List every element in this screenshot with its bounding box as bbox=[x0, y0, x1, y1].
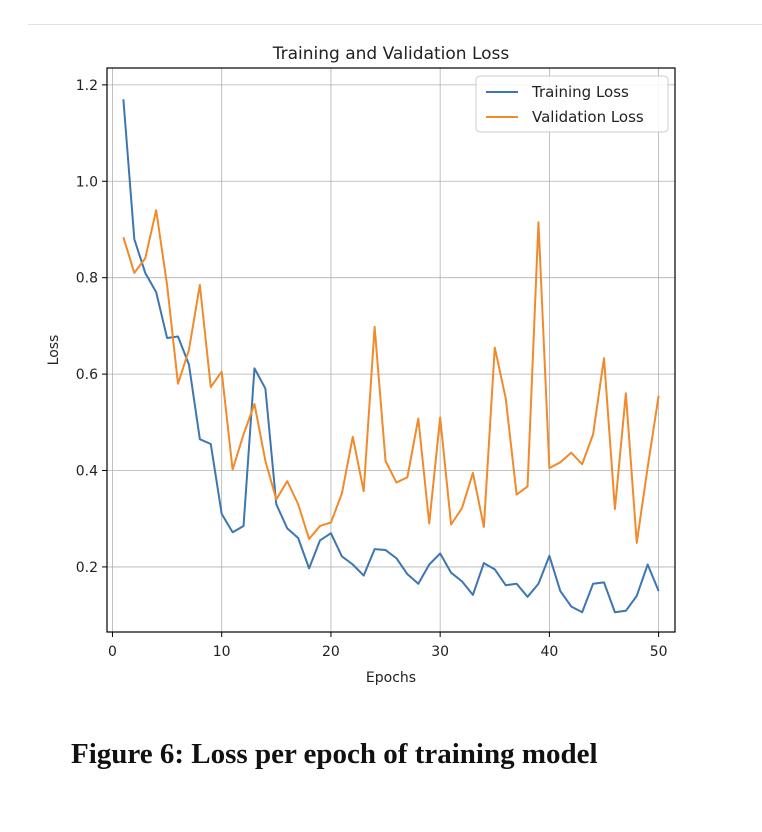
series-layer bbox=[122, 99, 660, 614]
y-tick-label: 0.4 bbox=[76, 464, 98, 480]
x-tick-label: 20 bbox=[322, 644, 340, 660]
tick-layer: 0 10 20 30 40 50 0.2 0.4 0.6 0.8 1.0 1.2 bbox=[76, 78, 668, 660]
y-tick-label: 0.2 bbox=[76, 560, 98, 576]
chart-title: Training and Validation Loss bbox=[272, 44, 510, 64]
y-tick-label: 0.8 bbox=[76, 271, 98, 287]
legend-box bbox=[475, 75, 669, 133]
x-tick-label: 50 bbox=[650, 644, 668, 660]
legend-label-training-loss: Training Loss bbox=[531, 83, 629, 101]
y-tick-label: 1.0 bbox=[76, 174, 98, 190]
y-tick-label: 1.2 bbox=[76, 78, 98, 94]
x-tick-label: 40 bbox=[540, 644, 558, 660]
training-loss-line bbox=[122, 99, 660, 614]
x-tick-label: 10 bbox=[213, 644, 231, 660]
plot-frame bbox=[106, 67, 676, 633]
legend: Training Loss Validation Loss bbox=[475, 75, 669, 133]
x-tick-label: 0 bbox=[108, 644, 117, 660]
grid bbox=[107, 68, 675, 632]
validation-loss-line bbox=[122, 209, 660, 544]
x-tick-label: 30 bbox=[431, 644, 449, 660]
figure-caption: Figure 6: Loss per epoch of training mod… bbox=[71, 738, 598, 770]
y-tick-label: 0.6 bbox=[76, 367, 98, 383]
line-chart: 0 10 20 30 40 50 0.2 0.4 0.6 0.8 1.0 1.2 Training a… bbox=[46, 44, 676, 686]
y-axis-label: Loss bbox=[46, 335, 62, 366]
x-axis-label: Epochs bbox=[366, 670, 416, 686]
legend-label-validation-loss: Validation Loss bbox=[532, 108, 644, 126]
top-rule bbox=[28, 24, 762, 25]
